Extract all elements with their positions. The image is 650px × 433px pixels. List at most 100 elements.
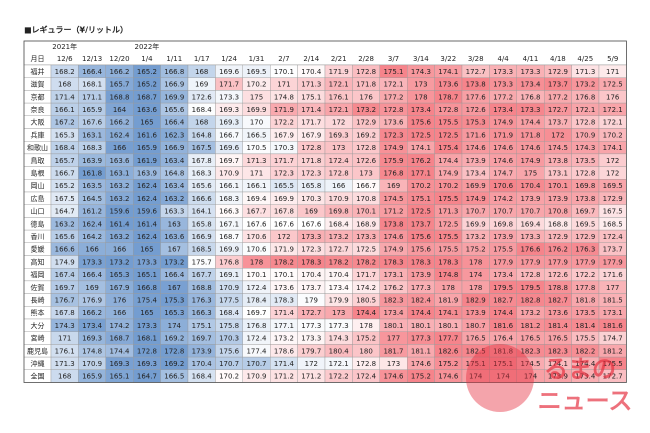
cell-value: 169.2 bbox=[164, 360, 184, 368]
cell-value: 169.3 bbox=[219, 119, 239, 127]
cell-value: 169.7 bbox=[246, 309, 266, 317]
cell-value: 175.6 bbox=[411, 119, 432, 127]
cell-value: 165.1 bbox=[137, 271, 157, 279]
cell-value: 177.8 bbox=[575, 284, 595, 292]
date-label: 4/18 bbox=[550, 55, 566, 63]
cell-value: 168.8 bbox=[109, 93, 129, 101]
cell-value: 172.4 bbox=[329, 157, 350, 165]
cell-value: 166.1 bbox=[219, 182, 239, 190]
cell-value: 182.2 bbox=[575, 347, 595, 355]
cell-value: 167.5 bbox=[55, 195, 75, 203]
cell-value: 173 bbox=[359, 169, 372, 177]
cell-value: 163.1 bbox=[82, 131, 102, 139]
cell-value: 178.8 bbox=[548, 284, 568, 292]
cell-value: 163.9 bbox=[137, 169, 157, 177]
cell-value: 161.4 bbox=[109, 220, 130, 228]
cell-value: 171.4 bbox=[55, 93, 76, 101]
cell-value: 170.9 bbox=[82, 360, 102, 368]
cell-value: 172.8 bbox=[164, 347, 184, 355]
cell-value: 172.5 bbox=[411, 131, 431, 139]
cell-value: 168.3 bbox=[192, 169, 212, 177]
cell-value: 164 bbox=[113, 106, 127, 114]
cell-value: 167.8 bbox=[192, 157, 212, 165]
cell-value: 178 bbox=[469, 258, 482, 266]
cell-value: 171.7 bbox=[356, 271, 376, 279]
cell-value: 165 bbox=[140, 309, 153, 317]
cell-value: 170.9 bbox=[246, 373, 266, 381]
cell-value: 176.6 bbox=[520, 246, 541, 254]
cell-value: 178.3 bbox=[301, 258, 321, 266]
cell-value: 174.5 bbox=[383, 195, 403, 203]
cell-value: 170.7 bbox=[466, 208, 486, 216]
cell-value: 178.3 bbox=[411, 258, 431, 266]
row-label: 宮崎 bbox=[31, 334, 45, 343]
cell-value: 174 bbox=[168, 322, 182, 330]
cell-value: 168.4 bbox=[329, 220, 350, 228]
cell-value: 182.6 bbox=[438, 347, 459, 355]
cell-value: 172.7 bbox=[301, 309, 321, 317]
cell-value: 165.9 bbox=[137, 144, 157, 152]
cell-value: 169.3 bbox=[82, 335, 102, 343]
date-label: 12/20 bbox=[109, 55, 129, 63]
cell-value: 173.1 bbox=[603, 309, 623, 317]
date-label: 1/11 bbox=[166, 55, 182, 63]
cell-value: 171 bbox=[606, 68, 619, 76]
cell-value: 176.3 bbox=[192, 296, 212, 304]
cell-value: 178.3 bbox=[274, 296, 294, 304]
cell-value: 171.8 bbox=[301, 157, 321, 165]
cell-value: 163.6 bbox=[109, 157, 130, 165]
cell-value: 173.9 bbox=[192, 347, 212, 355]
cell-value: 168.4 bbox=[219, 309, 240, 317]
cell-value: 173.8 bbox=[548, 157, 568, 165]
cell-value: 175.5 bbox=[438, 246, 458, 254]
row-label: 長崎 bbox=[31, 295, 45, 304]
table-title: ■レギュラー（¥/リットル） bbox=[24, 25, 128, 35]
cell-value: 172.5 bbox=[438, 131, 458, 139]
cell-value: 177.3 bbox=[411, 284, 431, 292]
cell-value: 166.7 bbox=[55, 169, 75, 177]
cell-value: 171.9 bbox=[493, 131, 513, 139]
cell-value: 162.3 bbox=[164, 131, 184, 139]
cell-value: 181.4 bbox=[575, 322, 596, 330]
cell-value: 172.8 bbox=[356, 144, 376, 152]
cell-value: 175.7 bbox=[192, 258, 212, 266]
cell-value: 174.1 bbox=[548, 360, 568, 368]
cell-value: 173 bbox=[414, 81, 427, 89]
cell-value: 177.1 bbox=[274, 322, 294, 330]
cell-value: 171 bbox=[277, 81, 290, 89]
cell-value: 169.3 bbox=[137, 360, 157, 368]
cell-value: 166.8 bbox=[164, 68, 184, 76]
cell-value: 163.2 bbox=[109, 182, 129, 190]
cell-value: 166.3 bbox=[192, 309, 212, 317]
cell-value: 169.3 bbox=[109, 360, 129, 368]
cell-value: 166.6 bbox=[192, 195, 213, 203]
cell-value: 178.7 bbox=[438, 93, 458, 101]
date-label: 4/4 bbox=[497, 55, 509, 63]
cell-value: 171.2 bbox=[301, 373, 321, 381]
cell-value: 174.2 bbox=[493, 195, 513, 203]
date-label: 2/21 bbox=[331, 55, 347, 63]
cell-value: 180.1 bbox=[383, 322, 403, 330]
cell-value: 181.4 bbox=[548, 322, 569, 330]
cell-value: 169.1 bbox=[219, 271, 239, 279]
cell-value: 165.3 bbox=[164, 309, 184, 317]
date-label: 2/7 bbox=[278, 55, 289, 63]
cell-value: 170.6 bbox=[246, 233, 267, 241]
cell-value: 172.8 bbox=[383, 106, 403, 114]
cell-value: 173.4 bbox=[466, 169, 487, 177]
cell-value: 173.2 bbox=[356, 106, 376, 114]
cell-value: 163.2 bbox=[164, 195, 184, 203]
cell-value: 165.6 bbox=[192, 182, 213, 190]
cell-value: 173.1 bbox=[548, 169, 568, 177]
cell-value: 173.3 bbox=[493, 68, 513, 76]
cell-value: 172.1 bbox=[383, 81, 403, 89]
cell-value: 169.7 bbox=[192, 335, 212, 343]
cell-value: 170.2 bbox=[603, 131, 623, 139]
cell-value: 172.4 bbox=[603, 233, 624, 241]
cell-value: 174.6 bbox=[493, 144, 514, 152]
cell-value: 178.2 bbox=[274, 258, 294, 266]
cell-value: 173.6 bbox=[274, 284, 295, 292]
cell-value: 182.9 bbox=[466, 296, 486, 304]
cell-value: 179.9 bbox=[329, 296, 349, 304]
cell-value: 177.6 bbox=[466, 93, 487, 101]
